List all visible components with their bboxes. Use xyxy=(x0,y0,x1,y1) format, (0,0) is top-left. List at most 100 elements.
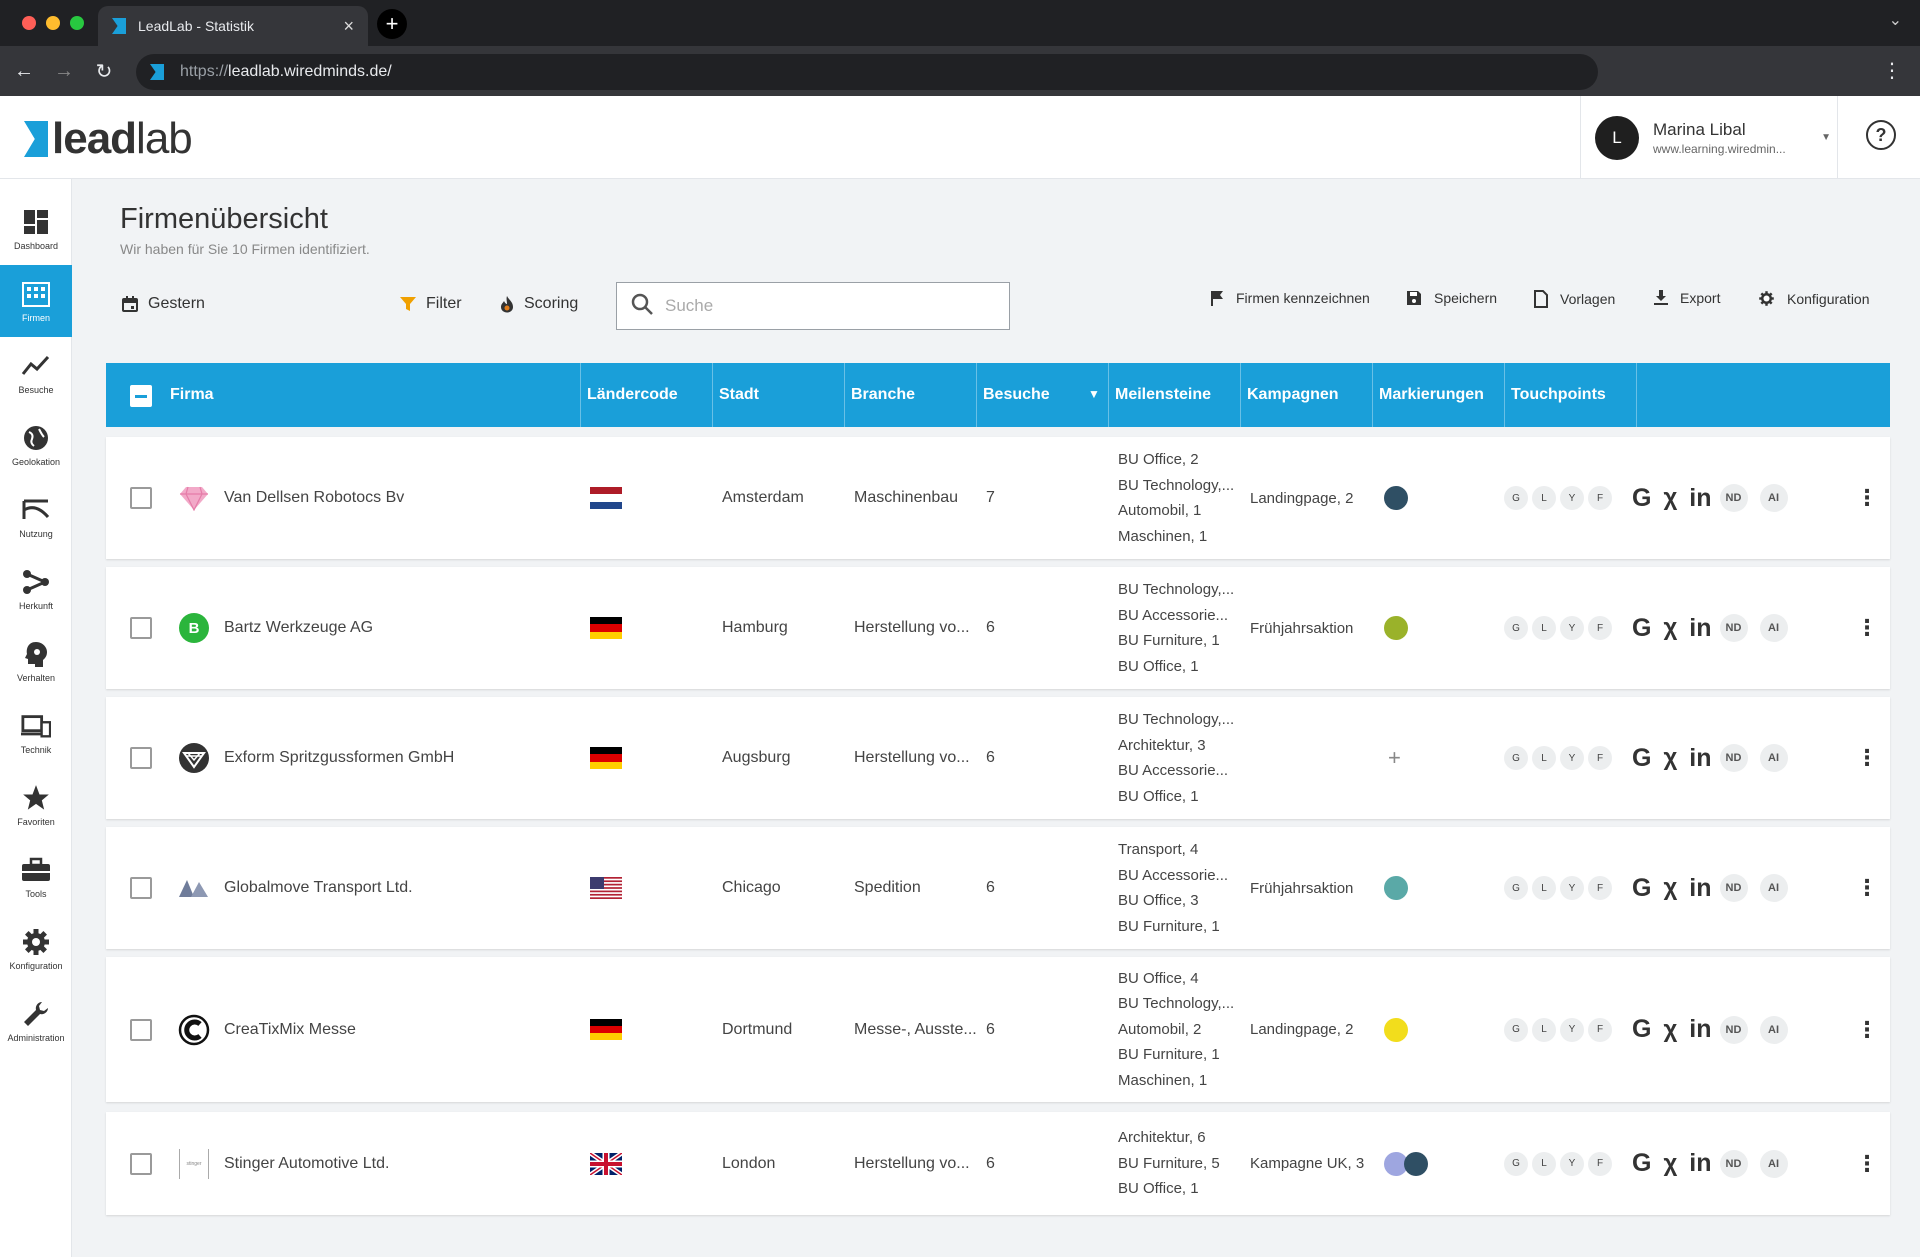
row-more-icon[interactable]: ⋮ xyxy=(1856,875,1878,900)
sort-desc-icon[interactable]: ▼ xyxy=(1088,387,1100,401)
linkedin-icon[interactable]: in xyxy=(1689,483,1712,512)
marking-dot[interactable] xyxy=(1404,1151,1428,1176)
touchpoint-badge[interactable]: Y xyxy=(1560,486,1584,510)
company-name[interactable]: Van Dellsen Robotocs Bv xyxy=(224,489,405,506)
touchpoint-badge[interactable]: G xyxy=(1504,746,1528,770)
marking-dot[interactable] xyxy=(1384,876,1408,900)
configuration-button[interactable]: Konfiguration xyxy=(1758,290,1870,307)
xing-icon[interactable]: χ xyxy=(1663,744,1678,771)
sidebar-item-firmen[interactable]: Firmen xyxy=(0,265,72,337)
row-checkbox[interactable] xyxy=(130,877,152,899)
company-name[interactable]: CreaTixMix Messe xyxy=(224,1020,356,1038)
column-header-laendercode[interactable]: Ländercode xyxy=(580,363,678,427)
user-menu[interactable]: L Marina Libal www.learning.wiredmin... … xyxy=(1580,96,1838,179)
touchpoint-badge[interactable]: Y xyxy=(1560,1017,1584,1042)
northdata-icon[interactable]: ND xyxy=(1719,744,1748,772)
touchpoint-badge[interactable]: G xyxy=(1504,1017,1528,1042)
column-header-besuche[interactable]: Besuche xyxy=(976,363,1050,427)
column-header-touchpoints[interactable]: Touchpoints xyxy=(1504,363,1606,427)
xing-icon[interactable]: χ xyxy=(1663,1149,1678,1177)
company-name[interactable]: Exform Spritzgussformen GmbH xyxy=(224,749,455,766)
touchpoint-badge[interactable]: F xyxy=(1588,876,1612,900)
ai-icon[interactable]: AI xyxy=(1759,744,1788,772)
new-tab-button[interactable]: + xyxy=(377,9,407,39)
touchpoint-badge[interactable]: Y xyxy=(1560,616,1584,640)
browser-menu-icon[interactable]: ⋮ xyxy=(1882,60,1902,82)
touchpoint-badge[interactable]: L xyxy=(1532,876,1556,900)
ai-icon[interactable]: AI xyxy=(1759,614,1788,642)
touchpoint-badge[interactable]: F xyxy=(1588,616,1612,640)
tab-close-icon[interactable]: × xyxy=(343,15,354,36)
column-header-firma[interactable]: Firma xyxy=(170,386,214,403)
northdata-icon[interactable]: ND xyxy=(1719,484,1748,512)
touchpoint-badge[interactable]: G xyxy=(1504,1151,1528,1176)
touchpoint-badge[interactable]: L xyxy=(1532,486,1556,510)
row-checkbox[interactable] xyxy=(130,487,152,509)
linkedin-icon[interactable]: in xyxy=(1689,613,1712,642)
row-checkbox[interactable] xyxy=(130,617,152,639)
select-all-checkbox[interactable] xyxy=(130,385,152,407)
company-name[interactable]: Stinger Automotive Ltd. xyxy=(224,1154,390,1172)
google-icon[interactable]: G xyxy=(1632,743,1652,772)
google-icon[interactable]: G xyxy=(1632,873,1652,902)
minimize-window-button[interactable] xyxy=(46,16,60,30)
column-header-branche[interactable]: Branche xyxy=(844,363,915,427)
sidebar-item-besuche[interactable]: Besuche xyxy=(0,337,72,409)
table-row[interactable]: B Bartz Werkzeuge AG Hamburg Herstellung vo… xyxy=(106,567,1890,689)
column-header-markierungen[interactable]: Markierungen xyxy=(1372,363,1484,427)
northdata-icon[interactable]: ND xyxy=(1719,874,1748,902)
sidebar-item-favoriten[interactable]: Favoriten xyxy=(0,769,72,841)
linkedin-icon[interactable]: in xyxy=(1689,873,1712,902)
markings[interactable] xyxy=(1384,437,1408,559)
linkedin-icon[interactable]: in xyxy=(1689,743,1712,772)
ai-icon[interactable]: AI xyxy=(1759,874,1788,902)
touchpoint-badge[interactable]: F xyxy=(1588,746,1612,770)
filter-button[interactable]: Filter xyxy=(400,295,462,313)
row-checkbox[interactable] xyxy=(130,1018,152,1041)
address-bar[interactable]: https:// leadlab.wiredminds.de/ xyxy=(136,54,1598,90)
northdata-icon[interactable]: ND xyxy=(1719,614,1748,642)
caret-down-icon[interactable]: ▼ xyxy=(1821,132,1831,143)
add-marking-icon[interactable]: + xyxy=(1388,745,1401,770)
mark-companies-button[interactable]: Firmen kennzeichnen xyxy=(1210,290,1370,306)
touchpoint-badge[interactable]: F xyxy=(1588,1151,1612,1176)
sidebar-item-verhalten[interactable]: Verhalten xyxy=(0,625,72,697)
marking-dot[interactable] xyxy=(1384,1017,1408,1042)
column-header-stadt[interactable]: Stadt xyxy=(712,363,759,427)
row-checkbox[interactable] xyxy=(130,747,152,769)
row-more-icon[interactable]: ⋮ xyxy=(1856,615,1878,640)
touchpoint-badge[interactable]: Y xyxy=(1560,746,1584,770)
sidebar-item-nutzung[interactable]: Nutzung xyxy=(0,481,72,553)
touchpoint-badge[interactable]: F xyxy=(1588,1017,1612,1042)
northdata-icon[interactable]: ND xyxy=(1719,1015,1748,1044)
markings[interactable] xyxy=(1384,1112,1428,1215)
touchpoint-badge[interactable]: F xyxy=(1588,486,1612,510)
touchpoint-badge[interactable]: L xyxy=(1532,1017,1556,1042)
row-checkbox[interactable] xyxy=(130,1152,152,1175)
northdata-icon[interactable]: ND xyxy=(1719,1149,1748,1178)
company-name[interactable]: Globalmove Transport Ltd. xyxy=(224,879,413,896)
touchpoint-badge[interactable]: L xyxy=(1532,616,1556,640)
column-header-kampagnen[interactable]: Kampagnen xyxy=(1240,363,1339,427)
xing-icon[interactable]: χ xyxy=(1663,484,1678,511)
back-arrow-icon[interactable]: ← xyxy=(14,59,34,82)
touchpoint-badge[interactable]: G xyxy=(1504,486,1528,510)
touchpoint-badge[interactable]: Y xyxy=(1560,876,1584,900)
sidebar-item-geolokation[interactable]: Geolokation xyxy=(0,409,72,481)
table-row[interactable]: Van Dellsen Robotocs Bv Amsterdam Maschine… xyxy=(106,437,1890,559)
table-row[interactable]: Exform Spritzgussformen GmbH Augsburg Hers… xyxy=(106,697,1890,819)
xing-icon[interactable]: χ xyxy=(1663,614,1678,641)
google-icon[interactable]: G xyxy=(1632,1149,1652,1177)
table-row[interactable]: CreaTixMix Messe Dortmund Messe-, Ausste..… xyxy=(106,957,1890,1102)
sidebar-item-herkunft[interactable]: Herkunft xyxy=(0,553,72,625)
google-icon[interactable]: G xyxy=(1632,483,1652,512)
tab-list-chevron-icon[interactable]: ⌄ xyxy=(1888,12,1902,29)
row-more-icon[interactable]: ⋮ xyxy=(1856,1016,1878,1042)
sidebar-item-dashboard[interactable]: Dashboard xyxy=(0,193,72,265)
help-icon[interactable]: ? xyxy=(1866,120,1896,150)
row-more-icon[interactable]: ⋮ xyxy=(1856,1150,1878,1176)
templates-button[interactable]: Vorlagen xyxy=(1534,290,1615,308)
xing-icon[interactable]: χ xyxy=(1663,874,1678,901)
touchpoint-badge[interactable]: Y xyxy=(1560,1151,1584,1176)
table-row[interactable]: Globalmove Transport Ltd. Chicago Speditio… xyxy=(106,827,1890,949)
